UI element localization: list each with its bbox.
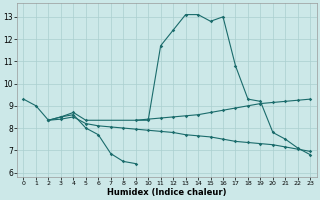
X-axis label: Humidex (Indice chaleur): Humidex (Indice chaleur): [107, 188, 227, 197]
